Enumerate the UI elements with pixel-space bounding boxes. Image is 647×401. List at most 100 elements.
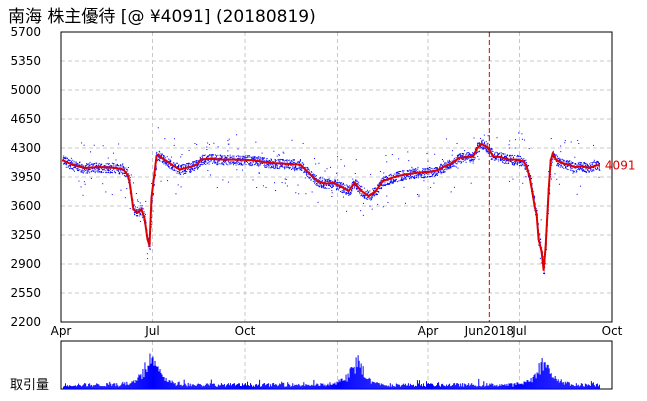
scatter-dot — [548, 171, 550, 173]
scatter-dot — [514, 161, 516, 163]
scatter-dot — [583, 163, 585, 165]
volume-bar — [270, 384, 272, 389]
scatter-dot — [512, 157, 514, 159]
scatter-dot — [580, 167, 582, 169]
scatter-dot — [469, 157, 471, 159]
scatter-dot — [75, 167, 77, 169]
scatter-dot — [414, 175, 416, 177]
scatter-dot — [161, 154, 163, 156]
scatter-dot — [570, 166, 572, 168]
price-point — [367, 195, 370, 198]
volume-bar — [536, 372, 538, 389]
scatter-dot — [293, 161, 295, 163]
scatter-dot — [356, 188, 358, 190]
volume-bar — [330, 384, 332, 389]
scatter-dot — [109, 164, 111, 166]
scatter-dot — [532, 190, 534, 192]
scatter-dot — [331, 186, 333, 188]
scatter-dot — [462, 158, 464, 160]
scatter-dot — [421, 177, 423, 179]
scatter-dot — [288, 166, 290, 168]
scatter-dot — [150, 226, 152, 228]
scatter-dot — [342, 186, 344, 188]
volume-bar — [241, 383, 243, 389]
scatter-dot — [336, 188, 338, 190]
scatter-dot — [105, 171, 107, 173]
scatter-dot — [553, 153, 555, 155]
scatter-dot — [357, 190, 359, 192]
scatter-dot — [383, 184, 385, 186]
scatter-dot — [338, 186, 340, 188]
scatter-dot — [227, 150, 229, 152]
scatter-dot — [334, 181, 336, 183]
scatter-dot — [190, 163, 192, 165]
scatter-dot — [163, 156, 165, 158]
scatter-dot — [581, 168, 583, 170]
volume-bar — [495, 386, 497, 389]
scatter-dot — [222, 162, 224, 164]
scatter-dot — [348, 186, 350, 188]
scatter-dot — [432, 172, 434, 174]
scatter-dot — [481, 141, 483, 143]
scatter-dot — [490, 159, 492, 161]
volume-bar — [521, 383, 523, 389]
scatter-dot — [538, 223, 540, 225]
scatter-dot — [143, 211, 145, 213]
scatter-dot — [78, 180, 80, 182]
scatter-dot — [68, 165, 70, 167]
scatter-dot — [234, 162, 236, 164]
scatter-dot — [102, 169, 104, 171]
volume-bar — [171, 380, 173, 389]
scatter-dot — [292, 166, 294, 168]
scatter-dot — [81, 164, 83, 166]
scatter-dot — [389, 174, 391, 176]
volume-bar — [146, 372, 148, 389]
volume-bar — [173, 383, 175, 389]
volume-bar — [401, 384, 403, 389]
scatter-dot — [107, 169, 109, 171]
scatter-dot — [242, 155, 244, 157]
volume-bar — [367, 378, 369, 389]
scatter-dot — [63, 163, 65, 165]
scatter-dot — [498, 153, 500, 155]
scatter-dot — [143, 212, 145, 214]
scatter-dot — [271, 166, 273, 168]
scatter-dot — [443, 171, 445, 173]
scatter-dot — [581, 168, 583, 170]
scatter-dot — [206, 156, 208, 158]
scatter-dot — [517, 156, 519, 158]
volume-bar — [391, 384, 393, 389]
scatter-dot — [563, 159, 565, 161]
scatter-dot — [341, 190, 343, 192]
volume-bar — [79, 384, 81, 389]
scatter-dot — [83, 170, 85, 172]
scatter-dot — [214, 157, 216, 159]
scatter-dot — [71, 162, 73, 164]
scatter-dot — [521, 157, 523, 159]
scatter-dot — [212, 157, 214, 159]
scatter-dot — [344, 165, 346, 167]
price-point — [284, 162, 287, 165]
volume-bar — [194, 385, 196, 389]
scatter-dot — [377, 184, 379, 186]
volume-bar — [597, 386, 599, 389]
volume-bar — [115, 386, 117, 389]
scatter-dot — [260, 162, 262, 164]
scatter-dot — [488, 120, 490, 122]
volume-bar — [101, 386, 103, 389]
price-point — [170, 163, 173, 166]
scatter-dot — [409, 171, 411, 173]
scatter-dot — [295, 168, 297, 170]
scatter-dot — [268, 160, 270, 162]
scatter-dot — [324, 187, 326, 189]
volume-bar — [555, 378, 557, 389]
scatter-dot — [426, 176, 428, 178]
scatter-dot — [137, 209, 139, 211]
scatter-dot — [470, 159, 472, 161]
scatter-dot — [155, 169, 157, 171]
price-point — [316, 180, 319, 183]
scatter-dot — [250, 162, 252, 164]
scatter-dot — [370, 199, 372, 201]
scatter-dot — [206, 146, 208, 148]
scatter-dot — [392, 179, 394, 181]
